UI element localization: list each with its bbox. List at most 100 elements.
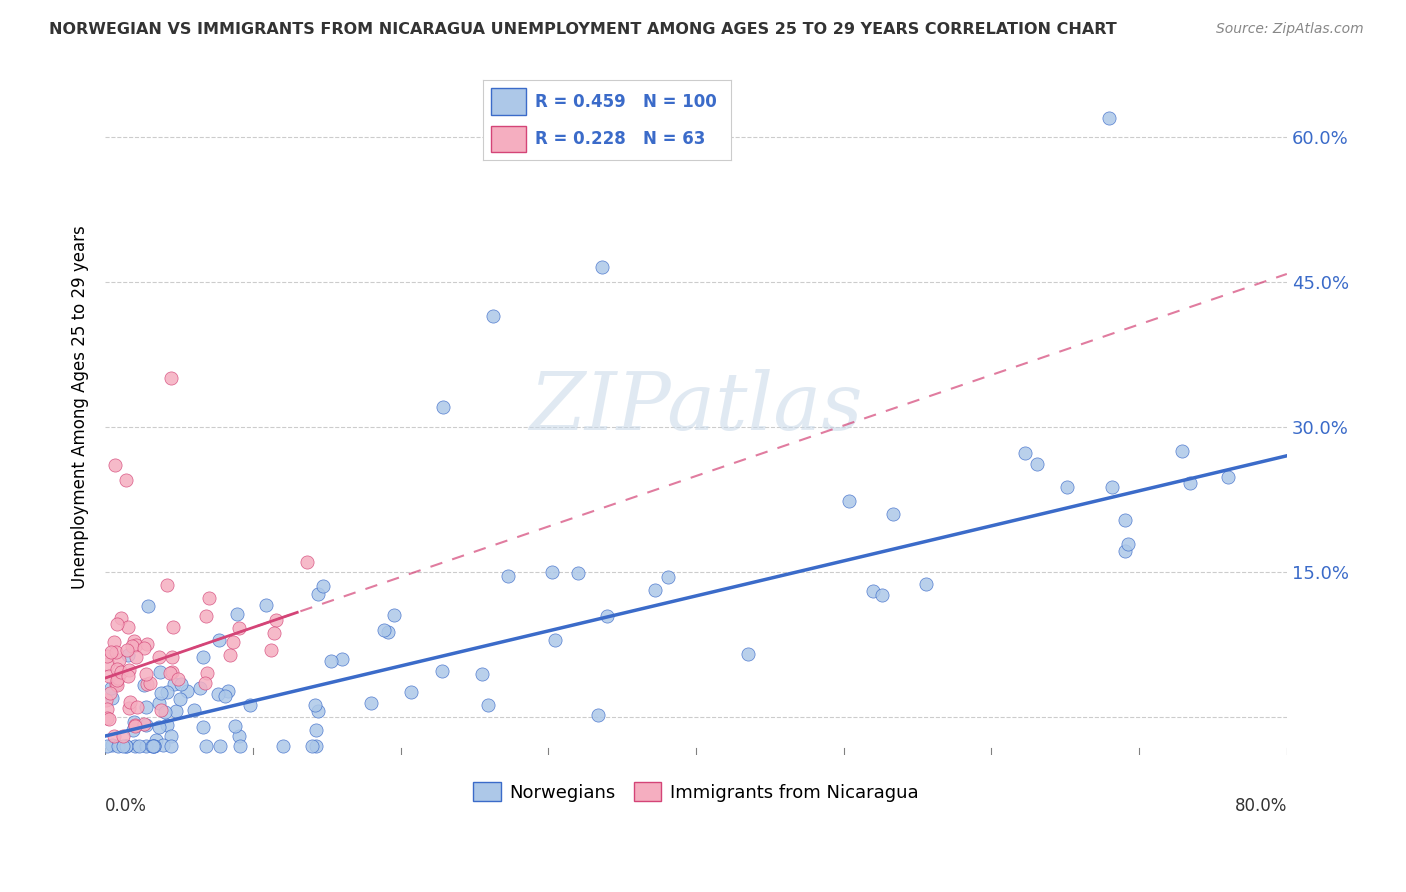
Point — [882, 507, 904, 521]
Point — [103, 729, 125, 743]
Point — [125, 650, 148, 665]
Point — [105, 662, 128, 676]
Point — [159, 739, 181, 753]
Point — [382, 608, 405, 623]
Point — [108, 653, 131, 667]
Point — [228, 621, 250, 635]
Point — [110, 611, 132, 625]
Point — [112, 729, 135, 743]
Point — [103, 635, 125, 649]
Point — [260, 642, 283, 657]
Point — [134, 641, 156, 656]
Point — [107, 671, 129, 685]
Point — [838, 493, 860, 508]
Point — [304, 698, 326, 713]
Point — [188, 681, 211, 695]
Point — [373, 623, 395, 637]
Point — [100, 645, 122, 659]
Point — [148, 720, 170, 734]
Point — [160, 729, 183, 743]
Point — [1098, 111, 1121, 125]
Point — [148, 697, 170, 711]
Point — [117, 648, 139, 662]
Point — [149, 703, 172, 717]
Point — [135, 637, 157, 651]
Point — [149, 665, 172, 679]
Point — [595, 609, 617, 624]
Point — [496, 569, 519, 583]
Point — [217, 684, 239, 698]
Point — [915, 577, 938, 591]
Point — [135, 676, 157, 690]
Point — [142, 739, 165, 753]
Point — [142, 739, 165, 753]
Point — [1114, 544, 1136, 558]
Point — [430, 664, 453, 678]
Point — [135, 718, 157, 732]
Point — [401, 684, 423, 698]
Point — [110, 665, 132, 680]
Point — [105, 678, 128, 692]
Point — [191, 721, 214, 735]
Point — [198, 591, 221, 605]
Point — [97, 657, 120, 671]
Point — [862, 584, 884, 599]
Point — [122, 723, 145, 738]
Point — [1171, 443, 1194, 458]
Point — [657, 570, 679, 584]
Point — [96, 702, 118, 716]
Point — [105, 673, 128, 688]
Point — [114, 739, 136, 753]
Point — [194, 739, 217, 753]
Point — [96, 739, 118, 753]
Point — [541, 565, 564, 579]
Point — [115, 473, 138, 487]
Point — [156, 685, 179, 699]
Point — [98, 712, 121, 726]
Point — [482, 309, 505, 323]
Point — [644, 582, 666, 597]
Point — [105, 616, 128, 631]
Point — [141, 739, 163, 753]
Point — [97, 669, 120, 683]
Point — [162, 619, 184, 633]
Point — [193, 649, 215, 664]
Point — [101, 691, 124, 706]
Point — [567, 566, 589, 580]
Point — [118, 695, 141, 709]
Point — [124, 739, 146, 753]
Point — [591, 260, 613, 275]
Point — [118, 701, 141, 715]
Point — [228, 729, 250, 743]
Point — [104, 645, 127, 659]
Point — [96, 711, 118, 725]
Text: 80.0%: 80.0% — [1234, 797, 1286, 815]
Point — [152, 738, 174, 752]
Point — [121, 639, 143, 653]
Text: ZIPatlas: ZIPatlas — [529, 368, 863, 446]
Point — [143, 739, 166, 753]
Point — [117, 664, 139, 678]
Point — [207, 687, 229, 701]
Point — [264, 613, 287, 627]
Point — [332, 652, 354, 666]
Point — [256, 598, 278, 612]
Point — [163, 677, 186, 691]
Point — [165, 704, 187, 718]
Point — [117, 620, 139, 634]
Point — [226, 607, 249, 621]
Point — [124, 633, 146, 648]
Point — [218, 648, 240, 662]
Point — [160, 650, 183, 665]
Point — [134, 716, 156, 731]
Y-axis label: Unemployment Among Ages 25 to 29 years: Unemployment Among Ages 25 to 29 years — [72, 226, 89, 590]
Point — [1180, 476, 1202, 491]
Point — [194, 676, 217, 690]
Point — [145, 732, 167, 747]
Point — [98, 685, 121, 699]
Point — [111, 739, 134, 753]
Point — [148, 650, 170, 665]
Point — [195, 609, 218, 624]
Point — [160, 371, 183, 385]
Point — [96, 648, 118, 663]
